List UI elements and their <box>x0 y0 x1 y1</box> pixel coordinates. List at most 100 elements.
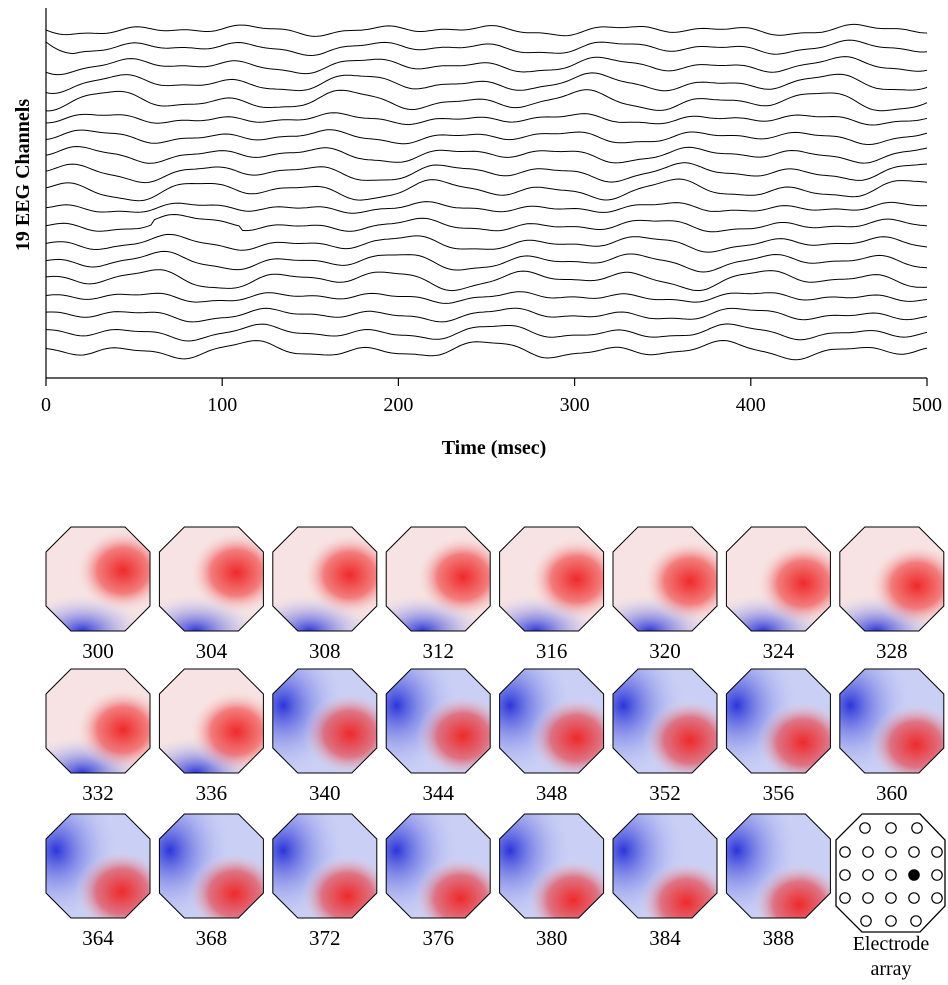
eeg-trace-panel: 0 100 200 300 400 500 Time (msec) 19 EEG Chan… <box>12 8 942 459</box>
topographic-map: 380 <box>499 813 605 950</box>
topographic-map-outline <box>272 526 378 632</box>
topographic-map-outline <box>158 668 264 774</box>
x-tick-label: 300 <box>560 394 590 416</box>
electrode-dot <box>885 892 897 904</box>
eeg-channel-trace <box>45 56 928 76</box>
electrode-dot <box>885 846 897 858</box>
x-tick-label: 400 <box>736 394 766 416</box>
x-tick-label: 0 <box>41 394 51 416</box>
map-time-label: 364 <box>82 926 114 950</box>
map-time-label: 384 <box>649 926 681 950</box>
x-tick-label: 100 <box>207 394 237 416</box>
topographic-map-outline <box>272 668 378 774</box>
electrode-dot <box>862 869 874 881</box>
electrode-dot <box>908 846 920 858</box>
topographic-map-outline <box>45 668 151 774</box>
map-time-label: 312 <box>422 639 454 663</box>
eeg-channel-trace <box>45 339 928 361</box>
electrode-dot <box>908 892 920 904</box>
topographic-map: 340 <box>272 668 378 805</box>
topographic-map-outline <box>499 813 605 919</box>
electrode-dot <box>931 869 943 881</box>
map-time-label: 380 <box>536 926 568 950</box>
map-time-label: 388 <box>763 926 795 950</box>
eeg-channel-trace <box>45 178 928 202</box>
topographic-map: 308 <box>272 526 378 663</box>
electrode-dot <box>839 846 851 858</box>
electrode-dot <box>859 822 871 834</box>
electrode-dot <box>911 822 923 834</box>
topographic-map-outline <box>45 526 151 632</box>
eeg-channel-trace <box>45 201 928 214</box>
eeg-channel-trace <box>45 39 928 57</box>
eeg-channel-trace <box>45 291 928 304</box>
electrode-array-label-line1: Electrode <box>853 933 930 955</box>
map-time-label: 340 <box>309 781 341 805</box>
topographic-map-outline <box>725 668 831 774</box>
topographic-map-outline <box>272 813 378 919</box>
topographic-map-outline <box>499 526 605 632</box>
electrode-array-label-line2: array <box>870 958 911 980</box>
x-axis-ticks: 0 100 200 300 400 500 <box>41 378 942 416</box>
eeg-traces <box>45 23 928 361</box>
map-time-label: 328 <box>876 639 908 663</box>
eeg-channel-trace <box>45 112 928 126</box>
map-time-label: 356 <box>763 781 795 805</box>
eeg-channel-trace <box>45 233 928 253</box>
eeg-channel-trace <box>45 129 928 146</box>
map-time-label: 336 <box>196 781 228 805</box>
topographic-map-outline <box>725 813 831 919</box>
topographic-map: 300 <box>45 526 151 663</box>
topographic-map-outline <box>612 668 718 774</box>
electrode-dot <box>885 822 897 834</box>
topographic-map: 344 <box>385 668 491 805</box>
y-axis-label: 19 EEG Channels <box>12 99 34 251</box>
eeg-channel-trace <box>45 145 928 164</box>
electrode-dot <box>931 892 943 904</box>
topographic-map-outline <box>499 668 605 774</box>
eeg-channel-trace <box>45 307 928 323</box>
topographic-map-outline <box>45 813 151 919</box>
topographic-map-outline <box>385 813 491 919</box>
topographic-map: 312 <box>385 526 491 663</box>
eeg-channel-trace <box>45 72 928 95</box>
topographic-map: 328 <box>839 526 945 663</box>
trace-plot-frame <box>46 8 926 378</box>
electrode-dots <box>839 822 943 927</box>
map-time-label: 348 <box>536 781 568 805</box>
map-time-label: 368 <box>196 926 228 950</box>
topographic-map-outline <box>385 668 491 774</box>
eeg-channel-trace <box>45 23 928 37</box>
electrode-dot <box>839 892 851 904</box>
topographic-map: 316 <box>499 526 605 663</box>
eeg-channel-trace <box>45 323 928 342</box>
topographic-map: 304 <box>158 526 264 663</box>
topographic-map-outline <box>839 526 945 632</box>
topographic-map: 332 <box>45 668 151 805</box>
topographic-map: 348 <box>499 668 605 805</box>
electrode-dot <box>931 846 943 858</box>
topographic-map: 376 <box>385 813 491 950</box>
map-time-label: 320 <box>649 639 681 663</box>
map-time-label: 316 <box>536 639 568 663</box>
topographic-map: 336 <box>158 668 264 805</box>
x-tick-label: 200 <box>383 394 413 416</box>
topographic-map: 320 <box>612 526 718 663</box>
electrode-dot <box>862 846 874 858</box>
x-tick-label: 500 <box>912 394 942 416</box>
electrode-dot <box>885 869 897 881</box>
electrode-dot <box>885 915 897 927</box>
eeg-channel-trace <box>46 89 928 112</box>
eeg-channel-trace <box>45 213 928 233</box>
map-time-label: 376 <box>422 926 454 950</box>
topographic-map-outline <box>612 526 718 632</box>
eeg-channel-trace <box>45 162 928 184</box>
topographic-map-outline <box>839 668 945 774</box>
topographic-map: 356 <box>725 668 831 805</box>
topographic-map-outline <box>725 526 831 632</box>
map-time-label: 344 <box>422 781 454 805</box>
topographic-map: 352 <box>612 668 718 805</box>
map-time-label: 300 <box>82 639 114 663</box>
topographic-map: 388 <box>725 813 831 950</box>
electrode-dot-active <box>908 869 920 881</box>
